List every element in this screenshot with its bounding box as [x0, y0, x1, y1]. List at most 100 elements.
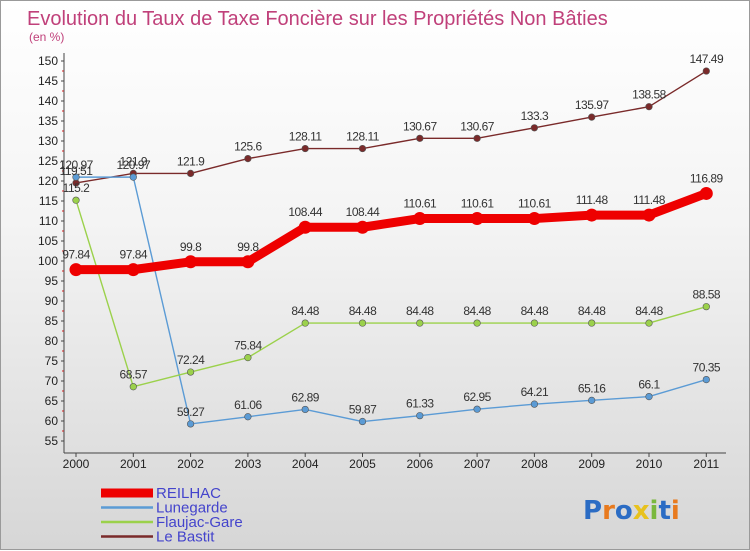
data-point [358, 144, 367, 153]
data-label: 125.6 [234, 140, 262, 154]
data-label: 147.49 [689, 52, 724, 66]
data-point [358, 417, 367, 426]
series-line-reilhac [71, 188, 711, 275]
data-label: 116.89 [690, 171, 724, 185]
data-label: 61.06 [234, 398, 262, 412]
x-tick-label: 2005 [349, 457, 376, 471]
data-label: 110.61 [403, 197, 437, 211]
y-tick-label: 135 [38, 114, 58, 128]
data-point [413, 212, 427, 226]
y-tick-label: 95 [45, 274, 59, 288]
data-point [244, 413, 252, 421]
data-point [298, 220, 312, 234]
data-label: 110.61 [461, 197, 495, 211]
data-label: 111.48 [576, 193, 609, 207]
data-point [527, 212, 541, 226]
data-labels: 119.51 121.9 121.9 125.6 128.11 128.11 130.67 1… [59, 52, 724, 419]
data-point [244, 354, 252, 362]
y-tick-label: 150 [38, 54, 58, 68]
data-label: 65.16 [578, 381, 606, 395]
data-label: 61.33 [406, 397, 434, 411]
data-point [244, 155, 252, 163]
data-label: 130.67 [403, 119, 438, 133]
data-label: 62.89 [291, 390, 319, 404]
data-point [470, 212, 484, 226]
y-tick-label: 75 [45, 354, 59, 368]
data-point [473, 134, 481, 142]
y-tick-label: 85 [45, 314, 59, 328]
data-label: 110.61 [518, 197, 552, 211]
series-line-le-bastit [75, 70, 707, 184]
data-point [645, 103, 653, 111]
data-label: 84.48 [521, 304, 549, 318]
data-point [69, 263, 83, 277]
x-tick-label: 2008 [521, 457, 548, 471]
y-tick-label: 70 [45, 374, 59, 388]
data-label: 72.24 [177, 353, 205, 367]
data-point [530, 124, 539, 132]
data-point [187, 368, 195, 376]
data-point [301, 144, 309, 153]
x-tick-label: 2003 [235, 457, 262, 471]
series-line-flaujac-gare [75, 199, 707, 388]
data-point [301, 405, 309, 414]
chart-title: Evolution du Taux de Taxe Foncière sur l… [27, 8, 608, 30]
data-point [126, 263, 140, 277]
data-label: 128.11 [346, 130, 380, 144]
data-point [585, 208, 599, 222]
data-point [416, 412, 424, 420]
data-point [72, 196, 80, 204]
data-label: 133.3 [521, 109, 549, 123]
data-label: 97.84 [120, 248, 148, 262]
y-tick-label: 65 [45, 394, 59, 408]
data-label: 84.48 [578, 304, 606, 318]
data-label: 130.67 [460, 119, 495, 133]
y-tick-label: 110 [39, 214, 58, 228]
data-point [129, 383, 137, 391]
axes: 5560657075808590951001051101151201251301… [38, 53, 726, 471]
data-point [416, 319, 424, 327]
y-tick-label: 115 [39, 194, 58, 208]
data-point [588, 319, 596, 327]
y-tick-label: 105 [38, 234, 58, 248]
data-point [416, 134, 424, 142]
series-layer [69, 67, 713, 428]
legend-label: Le Bastit [156, 529, 215, 546]
chart-subtitle: (en %) [29, 30, 64, 44]
data-point [358, 319, 367, 327]
data-label: 68.57 [120, 368, 148, 382]
legend-label: REILHAC [156, 485, 221, 502]
data-label: 70.35 [693, 361, 721, 375]
data-label: 121.9 [120, 154, 148, 168]
data-point [187, 420, 195, 428]
y-tick-label: 60 [45, 414, 59, 428]
data-point [473, 319, 481, 327]
data-point [699, 186, 713, 200]
y-tick-label: 90 [45, 294, 59, 308]
data-point [473, 405, 481, 413]
x-tick-label: 2007 [464, 457, 491, 471]
data-point [530, 400, 539, 408]
data-label: 108.44 [288, 205, 323, 219]
data-label: 84.48 [463, 304, 491, 318]
data-label: 84.48 [291, 304, 319, 318]
y-tick-label: 55 [45, 434, 59, 448]
data-label: 99.8 [180, 240, 202, 254]
data-point [588, 396, 596, 404]
data-label: 84.48 [349, 304, 377, 318]
data-point [187, 169, 195, 177]
proxiti-logo: Proxiti [583, 496, 680, 526]
data-point [645, 319, 653, 327]
data-label: 84.48 [406, 304, 434, 318]
data-label: 138.58 [632, 88, 667, 102]
data-label: 115.2 [63, 181, 90, 195]
x-tick-label: 2000 [63, 457, 90, 471]
data-point [129, 173, 137, 181]
data-point [645, 393, 653, 401]
data-point [241, 255, 255, 269]
x-tick-label: 2006 [406, 457, 433, 471]
data-label: 135.97 [575, 98, 610, 112]
y-tick-label: 130 [38, 134, 58, 148]
